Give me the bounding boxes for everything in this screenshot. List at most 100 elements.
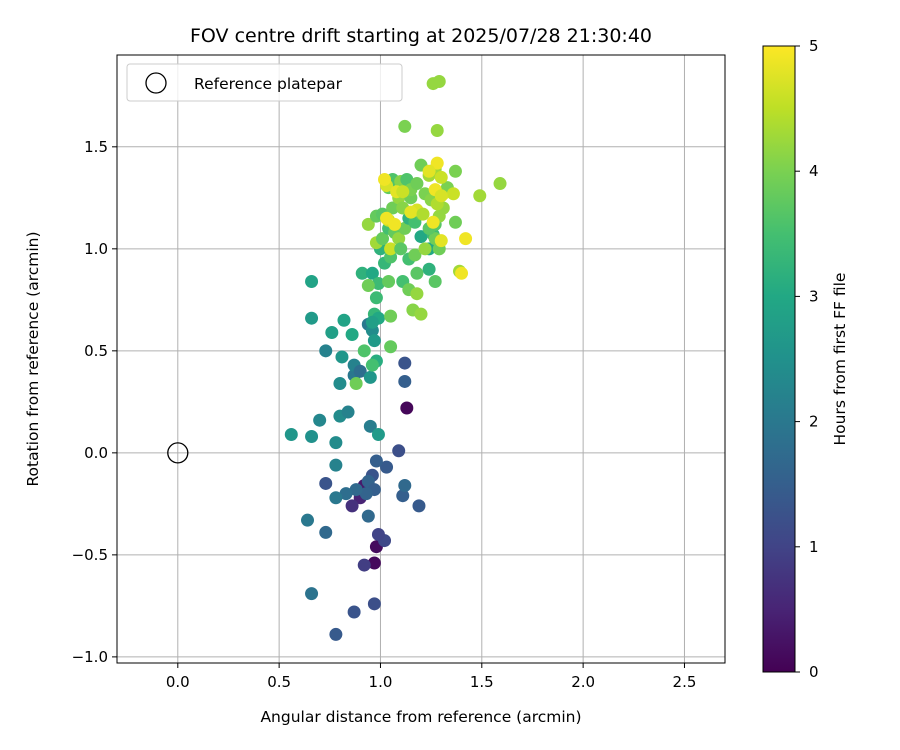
data-point	[361, 217, 375, 231]
data-point	[319, 344, 333, 358]
data-point	[455, 266, 469, 280]
data-point	[345, 328, 359, 342]
data-point	[365, 358, 379, 372]
data-point	[319, 525, 333, 539]
data-point	[378, 172, 392, 186]
data-point	[353, 364, 367, 378]
data-point	[329, 491, 343, 505]
data-point	[365, 266, 379, 280]
data-point	[414, 230, 428, 244]
data-point	[361, 279, 375, 293]
data-point	[339, 487, 353, 501]
x-tick-label: 2.5	[673, 673, 697, 691]
reference-marker	[167, 442, 189, 464]
data-point	[371, 277, 385, 291]
data-point	[301, 513, 315, 527]
data-point	[473, 189, 487, 203]
data-point	[335, 350, 349, 364]
data-point	[396, 185, 410, 199]
data-point	[384, 242, 398, 256]
data-point	[400, 172, 414, 186]
y-tick-label: −1.0	[72, 648, 108, 666]
grid	[117, 55, 725, 663]
data-point	[329, 458, 343, 472]
legend: Reference platepar	[126, 63, 403, 102]
colorbar-ticks: 0 1 2 3 4 5	[795, 37, 819, 681]
data-point	[305, 274, 319, 288]
data-point	[367, 334, 381, 348]
data-point	[357, 558, 371, 572]
legend-label: Reference platepar	[194, 75, 343, 93]
data-point	[422, 164, 436, 178]
data-point	[365, 315, 379, 329]
data-point	[434, 234, 448, 248]
data-point	[422, 262, 436, 276]
data-point	[347, 605, 361, 619]
data-point	[446, 187, 460, 201]
data-point	[382, 274, 396, 288]
x-tick-label: 2.0	[571, 673, 595, 691]
data-point	[398, 119, 412, 133]
data-point	[305, 311, 319, 325]
data-point	[361, 509, 375, 523]
data-point	[459, 232, 473, 246]
data-point	[341, 405, 355, 419]
data-point	[418, 242, 432, 256]
data-point	[448, 164, 462, 178]
data-point	[414, 307, 428, 321]
colorbar-tick-label: 0	[809, 663, 819, 681]
y-axis-label: Rotation from reference (arcmin)	[24, 231, 42, 486]
data-point	[434, 189, 448, 203]
chart-title: FOV centre drift starting at 2025/07/28 …	[190, 25, 652, 47]
data-point	[408, 248, 422, 262]
data-point	[325, 325, 339, 339]
plot-frame	[116, 54, 726, 664]
data-point	[398, 221, 412, 235]
data-point	[412, 499, 426, 513]
data-point	[371, 527, 385, 541]
data-point	[329, 627, 343, 641]
data-point	[349, 376, 363, 390]
y-tick-label: 1.5	[84, 138, 108, 156]
data-point	[434, 170, 448, 184]
colorbar-label: Hours from first FF file	[831, 273, 849, 446]
data-point	[355, 266, 369, 280]
data-point	[363, 419, 377, 433]
colorbar-gradient	[762, 45, 796, 673]
x-axis-ticks: 0.0 0.5 1.0 1.5 2.0 2.5	[166, 663, 697, 691]
data-point	[392, 444, 406, 458]
y-tick-label: −0.5	[72, 546, 108, 564]
data-point	[392, 232, 406, 246]
colorbar-tick-label: 1	[809, 538, 819, 556]
data-point	[398, 374, 412, 388]
data-point	[384, 340, 398, 354]
data-point	[363, 370, 377, 384]
data-point	[345, 499, 359, 513]
colorbar-tick-label: 4	[809, 162, 819, 180]
legend-marker	[145, 72, 167, 94]
data-point	[493, 177, 507, 191]
data-point	[367, 597, 381, 611]
data-point	[313, 413, 327, 427]
x-tick-label: 0.0	[166, 673, 190, 691]
x-tick-label: 1.0	[369, 673, 393, 691]
data-point	[384, 309, 398, 323]
data-point	[410, 266, 424, 280]
y-tick-label: 0.5	[84, 342, 108, 360]
data-point	[396, 489, 410, 503]
data-points	[284, 75, 507, 641]
x-tick-label: 1.5	[470, 673, 494, 691]
data-point	[426, 215, 440, 229]
data-point	[380, 211, 394, 225]
data-point	[410, 287, 424, 301]
colorbar-tick-label: 5	[809, 37, 819, 55]
colorbar-tick-label: 3	[809, 287, 819, 305]
data-point	[398, 478, 412, 492]
data-point	[410, 177, 424, 191]
y-tick-label: 1.0	[84, 240, 108, 258]
data-point	[367, 556, 381, 570]
data-point	[369, 291, 383, 305]
colorbar-tick-label: 2	[809, 413, 819, 431]
data-point	[284, 427, 298, 441]
